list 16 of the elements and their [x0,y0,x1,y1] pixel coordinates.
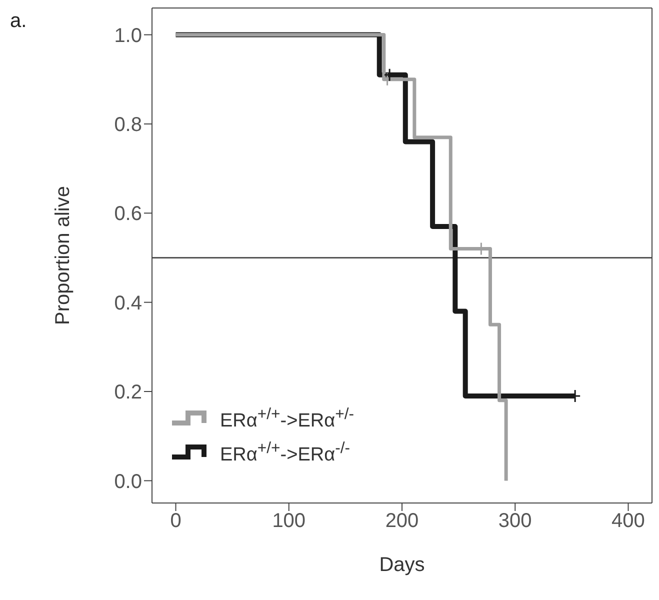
x-tick-label: 100 [272,510,306,532]
y-tick-label: 1.0 [114,24,142,47]
x-axis-title: Days [379,554,425,576]
y-tick-label: 0.6 [114,203,142,226]
x-tick-label: 400 [612,510,645,532]
y-tick-label: 0.0 [114,470,142,493]
y-tick-label: 0.2 [114,382,142,404]
legend-label: ERα$^{+/+}$->ERα$^{-/-}$ [220,438,350,468]
x-tick-label: 300 [498,510,532,532]
y-axis-title: Proportion alive [52,186,74,325]
text: a. [10,10,27,33]
x-tick-label: 200 [385,510,419,532]
y-tick-label: 0.8 [114,114,142,136]
x-tick-label: 0 [170,510,182,532]
y-tick-label: 0.4 [114,292,142,314]
legend-label: ERα$^{+/+}$->ERα$^{+/-}$ [220,404,354,434]
